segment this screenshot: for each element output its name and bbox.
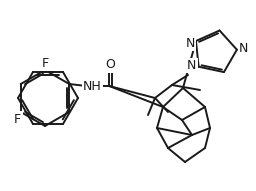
Text: NH: NH	[83, 79, 102, 92]
Text: F: F	[14, 112, 21, 125]
Text: O: O	[105, 58, 115, 71]
Text: N: N	[185, 36, 195, 49]
Text: F: F	[41, 57, 49, 70]
Text: N: N	[187, 59, 196, 72]
Text: N: N	[239, 42, 249, 55]
